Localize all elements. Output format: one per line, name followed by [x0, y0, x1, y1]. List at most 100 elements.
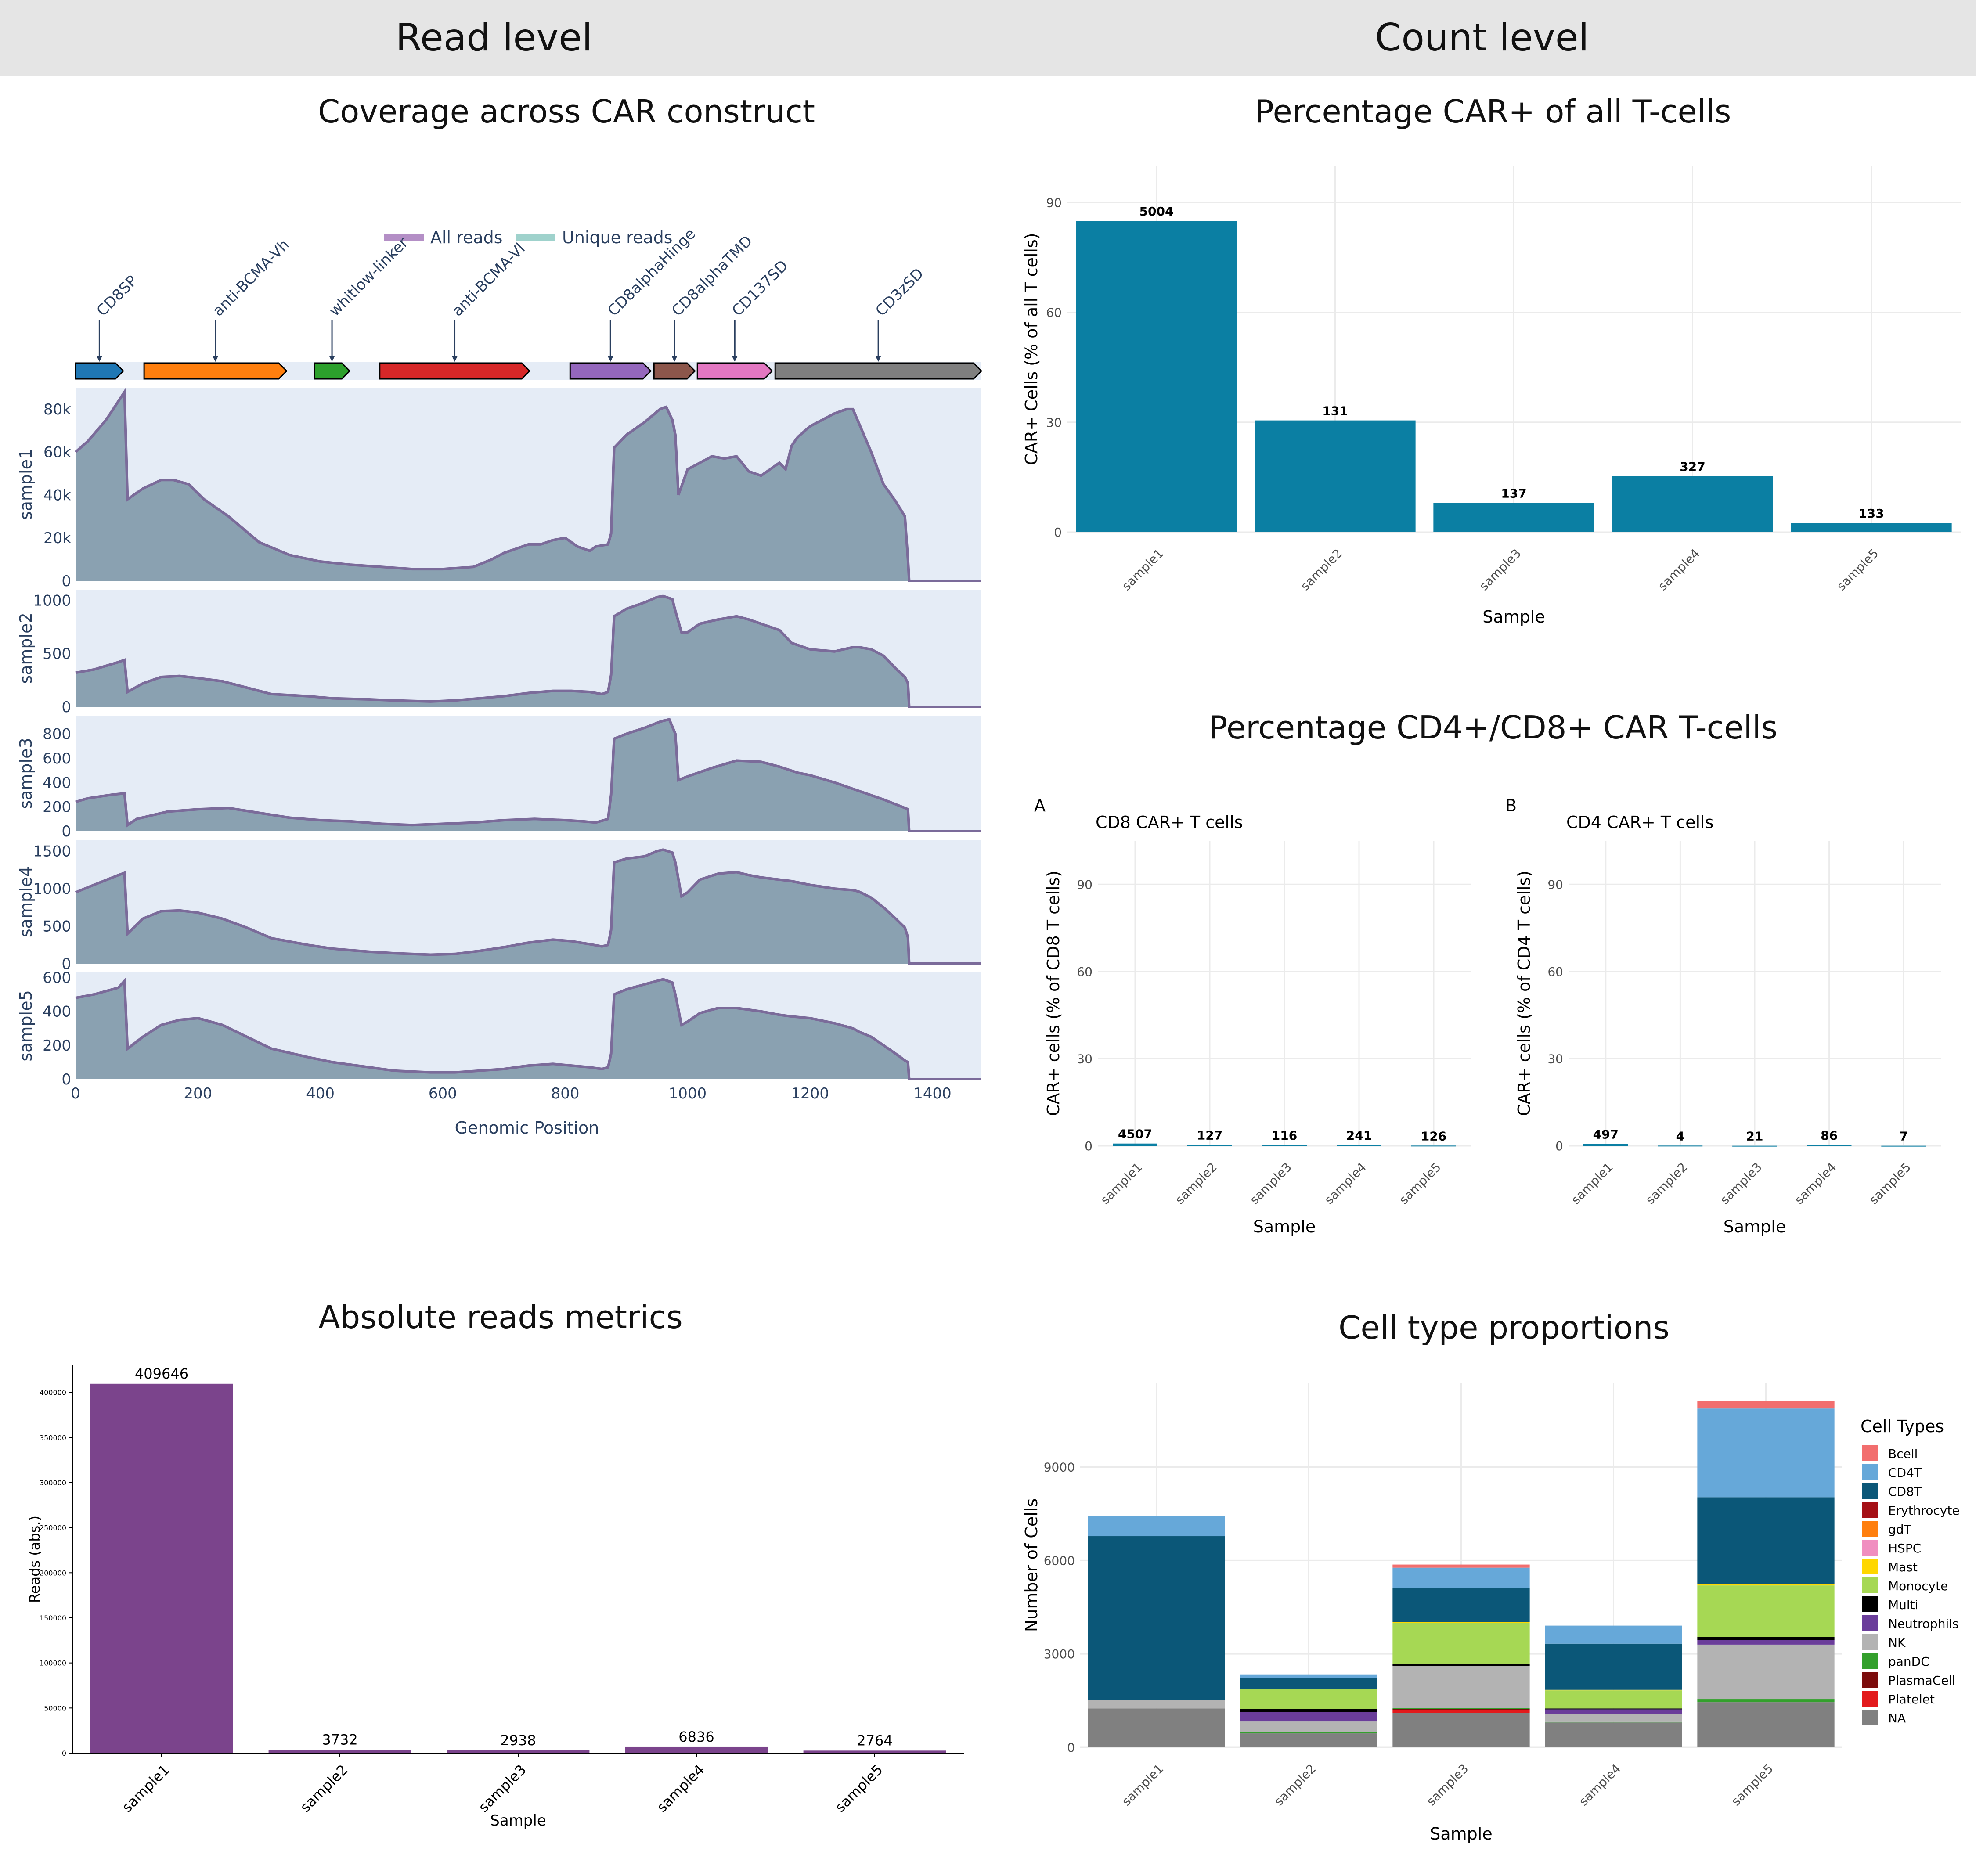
coverage-area-sample4	[76, 850, 981, 964]
coverage-area-sample2	[76, 596, 981, 707]
bar-label-cd8-sample2: 127	[1197, 1128, 1222, 1142]
legend-label-PlasmaCell: PlasmaCell	[1888, 1673, 1955, 1688]
xtick-celltype-sample4: sample4	[1576, 1761, 1624, 1809]
xtick-coverage-1400: 1400	[913, 1085, 952, 1102]
ytick-reads-0: 0	[62, 1749, 66, 1757]
stack-sample1-NA	[1088, 1708, 1225, 1747]
stack-sample5-panDC	[1697, 1699, 1835, 1703]
xtick-coverage-1200: 1200	[791, 1085, 829, 1102]
feature-arrow-CD8alphaTMD	[653, 362, 696, 380]
stack-sample4-CD4T	[1545, 1625, 1682, 1644]
ytick-sample1-40k: 40k	[43, 486, 71, 504]
ytick-sample1-80k: 80k	[43, 401, 71, 418]
ytick-sample2-1000: 1000	[33, 592, 71, 609]
ytick-cd4-30: 30	[1547, 1051, 1563, 1066]
legend-label-Multi: Multi	[1888, 1598, 1918, 1612]
xtick-celltype-sample1: sample1	[1119, 1761, 1167, 1809]
ytick-cd8-30: 30	[1077, 1051, 1093, 1066]
legend-label-unique-reads: Unique reads	[562, 228, 673, 247]
yaxis-title-reads: Reads (abs.)	[26, 1516, 43, 1603]
header-band	[0, 0, 1976, 76]
legend-label-gdT: gdT	[1888, 1522, 1912, 1537]
legend-swatch-PlasmaCell	[1862, 1672, 1878, 1688]
ytick-sample4-0: 0	[61, 955, 71, 973]
stack-sample4-NA	[1545, 1722, 1682, 1747]
bar-label-reads-sample4: 6836	[678, 1728, 714, 1745]
xaxis-title-cd8: Sample	[1253, 1217, 1316, 1236]
header-read-level: Read level	[396, 16, 592, 60]
feature-label-CD137SD: CD137SD	[728, 257, 791, 320]
feature-label-anti-BCMA-Vl: anti-BCMA-Vl	[449, 240, 529, 320]
stack-sample2-Neutrophils	[1240, 1712, 1377, 1722]
coverage-line-sample1	[75, 388, 981, 582]
feature-arrow-CD8alphaHinge	[569, 362, 652, 380]
xtick-celltype-sample2: sample2	[1272, 1761, 1319, 1809]
xtick-cd4-sample4: sample4	[1792, 1160, 1839, 1207]
xtick-celltype-sample3: sample3	[1424, 1761, 1471, 1809]
xtick-car_percent-sample3: sample3	[1477, 546, 1524, 594]
feature-label-whitlow-linker: whitlow-linker	[326, 234, 411, 320]
stack-sample1-NK	[1088, 1700, 1225, 1709]
panel-label-sample5: sample5	[16, 990, 36, 1061]
legend-swatch-Monocyte	[1862, 1577, 1878, 1593]
legend-swatch-CD8T	[1862, 1483, 1878, 1499]
legend-swatch-Erythrocyte	[1862, 1502, 1878, 1518]
feature-arrow-CD137SD	[696, 362, 773, 380]
coverage-line-sample5	[75, 977, 981, 1080]
panel-label-sample3: sample3	[16, 738, 36, 809]
ytick-sample1-20k: 20k	[43, 529, 71, 547]
ytick-reads-100000: 100000	[40, 1659, 66, 1667]
ytick-sample5-0: 0	[61, 1071, 71, 1088]
bar-reads-sample2	[268, 1750, 411, 1753]
ytick-reads-400000: 400000	[40, 1389, 66, 1397]
bar-label-car_percent-sample3: 137	[1501, 486, 1526, 501]
panel-label-sample2: sample2	[16, 612, 36, 684]
bar-label-reads-sample3: 2938	[500, 1732, 536, 1749]
bar-label-cd4-sample3: 21	[1746, 1129, 1763, 1144]
legend-label-HSPC: HSPC	[1888, 1541, 1921, 1556]
legend-label-Erythrocyte: Erythrocyte	[1888, 1503, 1960, 1518]
legend-label-Bcell: Bcell	[1888, 1447, 1918, 1461]
panel-label-sample1: sample1	[16, 449, 36, 520]
xtick-cd4-sample5: sample5	[1866, 1160, 1914, 1207]
legend-label-all-reads: All reads	[430, 228, 503, 247]
ytick-celltype-0: 0	[1067, 1740, 1075, 1755]
stack-sample1-CD8T	[1088, 1536, 1225, 1700]
coverage-line-sample3	[75, 717, 981, 832]
ytick-cd4-60: 60	[1547, 965, 1563, 979]
bar-label-car_percent-sample4: 327	[1680, 459, 1705, 474]
bar-label-cd8-sample5: 126	[1421, 1129, 1446, 1143]
legend-label-Platelet: Platelet	[1888, 1692, 1935, 1707]
ytick-sample3-0: 0	[61, 823, 71, 840]
ytick-reads-350000: 350000	[40, 1433, 66, 1442]
bar-cd8-sample4	[1337, 1145, 1381, 1146]
stack-sample5-Multi	[1697, 1637, 1835, 1640]
yaxis-title-car_percent: CAR+ Cells (% of all T cells)	[1022, 233, 1041, 465]
legend-swatch-HSPC	[1862, 1540, 1878, 1556]
stack-sample5-CD8T	[1697, 1497, 1835, 1584]
xtick-cd8-sample2: sample2	[1172, 1160, 1220, 1207]
xtick-reads-sample1: sample1	[119, 1761, 173, 1816]
header-count-level: Count level	[1375, 16, 1589, 60]
legend-label-Mast: Mast	[1888, 1560, 1918, 1574]
stack-sample5-Neutrophils	[1697, 1640, 1835, 1645]
stack-sample4-CD8T	[1545, 1643, 1682, 1690]
stack-sample1-CD4T	[1088, 1516, 1225, 1537]
xtick-car_percent-sample4: sample4	[1655, 546, 1703, 594]
stack-sample3-CD4T	[1392, 1567, 1530, 1588]
xtick-cd8-sample1: sample1	[1098, 1160, 1145, 1207]
ytick-reads-50000: 50000	[44, 1704, 66, 1712]
bar-cd8-sample3	[1262, 1145, 1307, 1146]
bar-reads-sample5	[803, 1750, 946, 1753]
xtick-reads-sample2: sample2	[297, 1761, 351, 1816]
feature-arrow-CD3zSD	[774, 362, 983, 380]
legend-swatch-Bcell	[1862, 1445, 1878, 1461]
feature-pointer-head-CD8SP	[96, 356, 103, 362]
bar-label-cd8-sample4: 241	[1346, 1128, 1372, 1143]
stack-sample5-Bcell	[1697, 1401, 1835, 1409]
xtick-celltype-sample5: sample5	[1729, 1761, 1776, 1809]
ytick-sample4-500: 500	[43, 918, 71, 936]
yaxis-title-cd8: CAR+ cells (% of CD8 T cells)	[1044, 871, 1063, 1116]
bar-label-cd4-sample4: 86	[1821, 1128, 1838, 1143]
